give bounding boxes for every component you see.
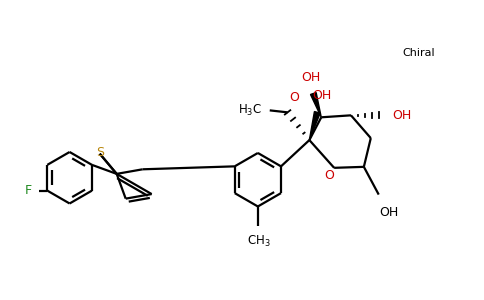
Text: OH: OH <box>302 70 321 84</box>
Text: F: F <box>24 184 31 197</box>
Text: OH: OH <box>379 206 398 220</box>
Text: OH: OH <box>313 89 332 102</box>
Polygon shape <box>309 112 320 140</box>
Text: O: O <box>289 92 300 104</box>
Text: Chiral: Chiral <box>402 48 435 58</box>
Polygon shape <box>311 93 321 117</box>
Text: H$_3$C: H$_3$C <box>238 103 262 118</box>
Text: CH$_3$: CH$_3$ <box>247 234 271 249</box>
Text: OH: OH <box>393 109 412 122</box>
Text: O: O <box>324 169 334 182</box>
Text: S: S <box>96 146 104 159</box>
